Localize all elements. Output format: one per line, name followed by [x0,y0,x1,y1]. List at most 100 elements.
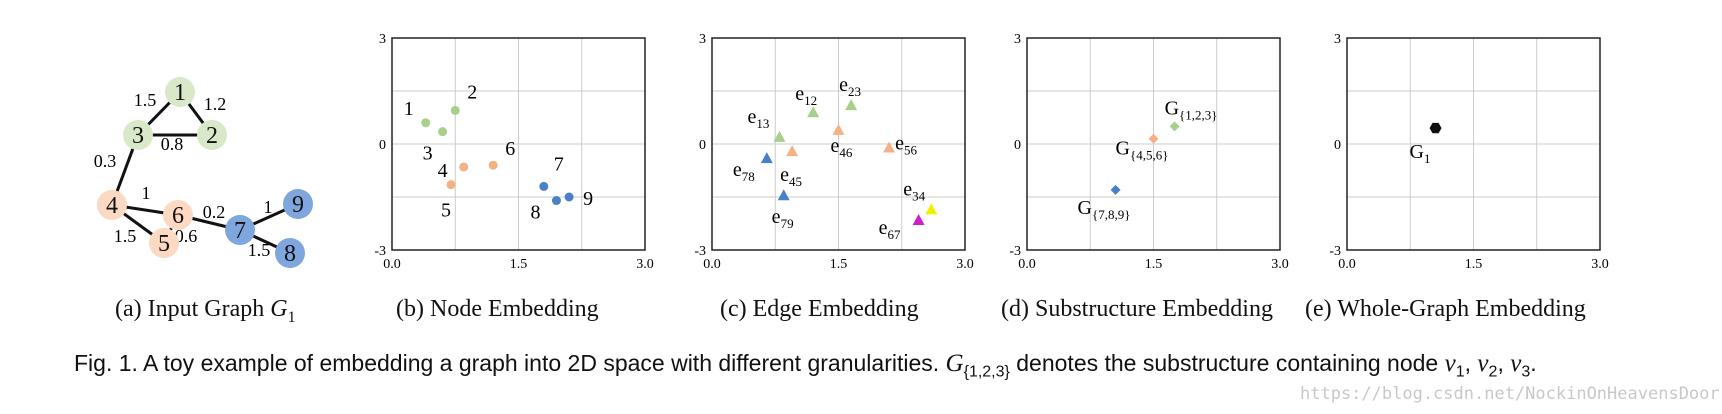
y-tick-label: 3 [1014,32,1021,47]
point-label: G1 [1410,141,1431,166]
plot-grid [1346,37,1601,251]
x-tick-label: 3.0 [636,257,654,272]
data-point-e67 [912,213,925,225]
graph-node-5: 5 [149,228,179,258]
x-tick-label: 3.0 [1271,257,1289,272]
plot-frame [1346,37,1601,251]
y-tick-label: -3 [1329,244,1341,259]
data-point-7 [539,181,549,191]
plot-frame [711,37,966,251]
y-tick-label: 0 [379,138,386,153]
edge-weight-label: 1.2 [204,94,227,114]
data-point-6 [488,160,498,170]
edge-weight-label: 0.2 [203,202,226,222]
data-point-G{7,8,9} [1110,184,1121,195]
data-point-e78 [760,152,773,164]
data-point-e46 [832,123,845,135]
point-label: e34 [903,178,925,203]
edge-weight-label: 0.6 [175,226,198,246]
svg-text:3: 3 [132,123,144,149]
data-point-e12 [807,106,820,118]
point-label: e13 [747,106,769,131]
graph-edge-weights: 1.5 1.2 0.8 0.3 1 1.5 0.60.2 1 1.5 [94,90,273,260]
point-label: e23 [839,74,861,99]
edge-weight-label: 1 [264,197,273,217]
y-tick-label: 0 [1014,138,1021,153]
data-point-4 [459,162,469,172]
point-label: G{1,2,3} [1165,97,1218,122]
point-label: 8 [530,202,540,224]
point-label: e78 [733,159,755,184]
data-point-e56 [883,141,896,153]
y-tick-label: 0 [1334,138,1341,153]
point-label: 5 [441,200,451,222]
graph-edges [110,90,299,255]
point-label: e56 [895,133,917,158]
x-tick-label: 1.5 [830,257,848,272]
plot-frame [1026,37,1281,251]
svg-text:2: 2 [206,123,218,149]
svg-text:7: 7 [234,218,246,244]
x-tick-label: 3.0 [956,257,974,272]
edge-weight-label: 0.3 [94,151,117,171]
data-point-e79 [777,189,790,201]
figure-caption: Fig. 1. A toy example of embedding a gra… [74,350,1537,381]
y-tick-label: -3 [374,244,386,259]
point-label: e79 [772,206,794,231]
subfigure-a-caption: (a) Input Graph G1 [115,296,296,326]
point-label: e46 [831,135,853,160]
data-point-5 [446,180,456,190]
graph-node-3: 3 [123,120,153,150]
x-tick-label: 0.0 [1018,257,1036,272]
data-point-9 [564,192,574,202]
point-label: 9 [583,188,593,210]
point-label: 1 [404,98,414,120]
data-point-G1 [1429,122,1442,134]
data-point-G{1,2,3} [1169,121,1180,132]
point-label: 2 [467,81,477,103]
edge-weight-label: 1.5 [114,226,137,246]
point-label: e67 [879,217,901,242]
point-label: 7 [554,153,564,175]
svg-text:5: 5 [158,231,170,257]
data-point-e45 [786,145,799,157]
edge-weight-label: 1 [142,183,151,203]
point-label: G{4,5,6} [1116,138,1169,163]
y-tick-label: 3 [379,32,386,47]
graph-node-9: 9 [283,189,313,219]
subfigure-d-caption: (d) Substructure Embedding [1001,296,1273,322]
x-tick-label: 1.5 [510,257,528,272]
svg-text:9: 9 [292,192,304,218]
graph-node-7: 7 [225,215,255,245]
data-point-8 [551,196,561,206]
graph-node-6: 6 [163,200,193,230]
x-tick-label: 1.5 [1465,257,1483,272]
subfigure-e-caption: (e) Whole-Graph Embedding [1305,296,1586,322]
edge-weight-label: 1.5 [134,90,157,110]
x-tick-label: 3.0 [1591,257,1609,272]
substructure-embedding-plot: 3 0 -30.0 1.5 3.0 G{1,2,3} G{4,5,6} G{7,8,9} [1009,32,1289,272]
y-tick-label: 3 [1334,32,1341,47]
watermark: https://blog.csdn.net/NockinOnHeavensDoo… [1300,384,1720,404]
svg-text:4: 4 [106,193,118,219]
y-tick-label: -3 [694,244,706,259]
edge-weight-label: 1.5 [248,240,271,260]
graph-node-1: 1 [165,77,195,107]
point-label: 6 [505,138,515,160]
point-label: 3 [423,143,433,165]
data-point-e34 [925,203,938,215]
svg-text:8: 8 [284,241,296,267]
plot-grid [1026,37,1281,251]
data-point-e13 [773,130,786,142]
graph-node-8: 8 [275,238,305,268]
y-tick-label: 0 [699,138,706,153]
x-tick-label: 0.0 [1338,257,1356,272]
subfigure-c-caption: (c) Edge Embedding [720,296,919,322]
plot-frame [391,37,646,251]
x-tick-label: 0.0 [703,257,721,272]
whole-graph-embedding-plot: 3 0 -30.0 1.5 3.0 G1 [1329,32,1609,272]
edge-weight-label: 0.8 [161,134,184,154]
